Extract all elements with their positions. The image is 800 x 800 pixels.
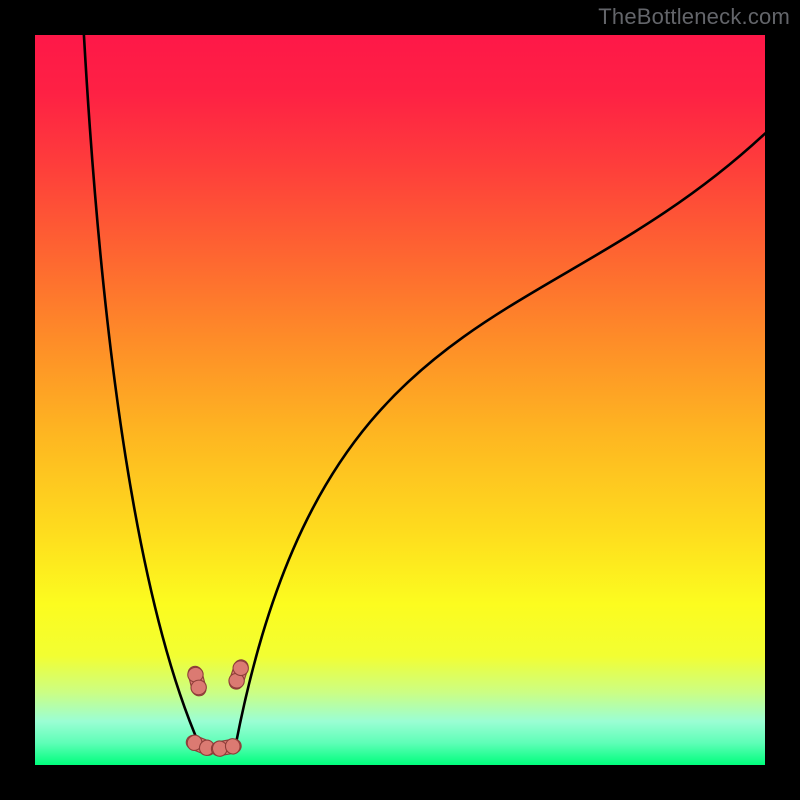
bottleneck-chart xyxy=(0,0,800,800)
chart-container: TheBottleneck.com xyxy=(0,0,800,800)
watermark-text: TheBottleneck.com xyxy=(598,4,790,30)
gradient-background xyxy=(35,35,765,765)
